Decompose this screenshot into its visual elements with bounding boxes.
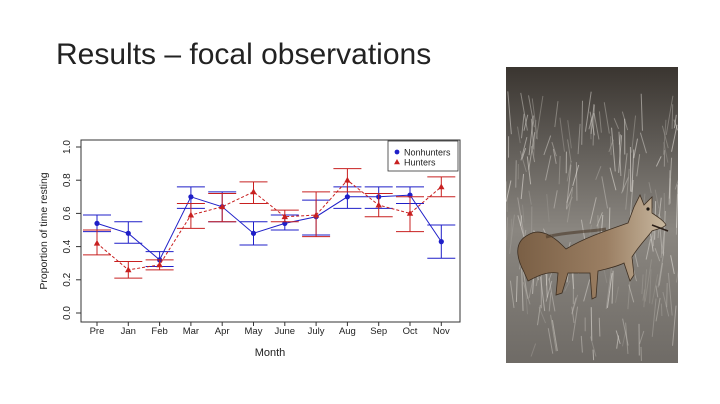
point-hunters [219,203,226,210]
x-tick-label: Sep [370,326,387,337]
point-hunters [438,183,445,190]
y-tick-label: 0.0 [62,306,73,320]
x-tick-label: Feb [151,326,167,337]
point-hunters [406,210,414,216]
y-axis-label: Proportion of time resting [38,172,50,289]
point-nonhunters [250,230,257,236]
y-tick-label: 0.8 [62,173,73,187]
x-tick-label: Jan [121,326,136,337]
y-tick-label: 0.2 [62,272,73,286]
x-tick-label: Pre [90,326,105,337]
x-tick-label: Nov [433,326,450,337]
legend-label-nonhunters: Nonhunters [404,148,451,158]
chart-marks [83,168,456,279]
x-tick-label: May [245,326,263,337]
point-hunters [250,188,257,195]
x-tick-label: Apr [215,326,230,337]
y-tick-label: 1.0 [62,140,73,154]
x-tick-label: Oct [403,326,418,337]
point-nonhunters [94,220,100,226]
coyote [517,194,669,300]
coyote-photo [506,67,678,363]
point-hunters [93,239,101,246]
point-hunters [375,201,382,208]
point-hunters [125,266,132,273]
plot-frame [80,139,461,323]
y-tick-label: 0.6 [62,206,73,220]
legend-marker-nonhunters [394,149,400,155]
point-hunters [281,213,288,220]
point-hunters [187,211,195,218]
series-line-hunters [96,179,442,271]
point-hunters [156,261,163,268]
chart-axes: 0.0 0.2 0.4 0.6 0.8 1.0 Pre Jan Feb Mar Apr May June… [38,139,461,359]
point-hunters [312,211,320,218]
x-tick-label: Mar [183,326,199,337]
legend-label-hunters: Hunters [404,158,436,168]
x-axis-label: Month [255,347,286,359]
point-nonhunters [438,239,444,245]
series-line-nonhunters [96,194,442,261]
point-nonhunters [125,230,131,236]
x-tick-label: June [274,326,295,337]
point-nonhunters [188,194,194,200]
legend-box [387,140,459,172]
point-nonhunters [344,194,350,200]
y-tick-label: 0.4 [62,239,73,253]
x-tick-label: July [308,326,325,337]
legend-marker-hunters [394,159,400,165]
x-tick-label: Aug [339,326,356,337]
point-hunters [344,176,351,183]
slide-title: Results – focal observations [56,38,432,71]
